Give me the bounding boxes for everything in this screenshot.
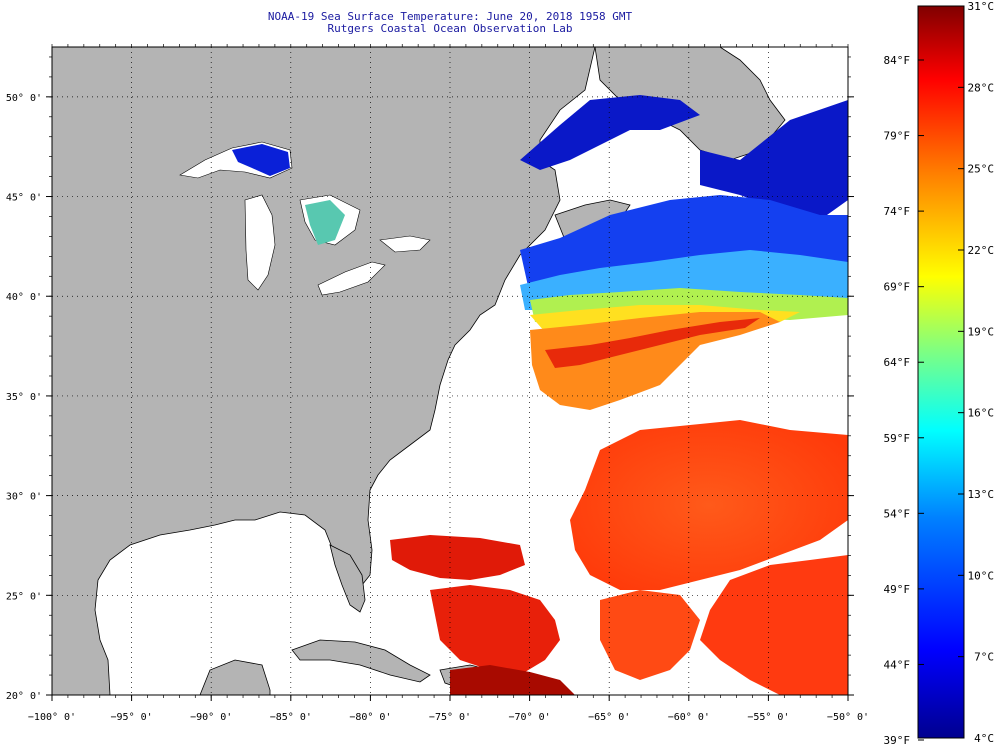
sst-gulf-stream-core	[545, 318, 760, 368]
lon-tick-label: −100° 0'	[28, 712, 76, 723]
colorbar-celsius-label: 7°C	[974, 651, 994, 664]
lat-tick-label: 50° 0'	[6, 93, 42, 104]
colorbar-fahrenheit-label: 74°F	[884, 205, 911, 218]
colorbar-celsius-label: 4°C	[974, 732, 994, 745]
land-yucatan	[199, 659, 271, 695]
map-subtitle: Rutgers Coastal Ocean Observation Lab	[327, 22, 573, 35]
lat-tick-label: 45° 0'	[6, 193, 42, 204]
colorbar-celsius-label: 25°C	[968, 163, 995, 176]
sst-labrador-sea	[700, 100, 848, 220]
lat-tick-label: 25° 0'	[6, 591, 42, 602]
colorbar-celsius-label: 28°C	[968, 81, 995, 94]
sst-bahamas	[390, 535, 525, 580]
land-cuba	[291, 639, 431, 683]
colorbar-fahrenheit-label: 49°F	[884, 583, 911, 596]
lat-tick-label: 20° 0'	[6, 691, 42, 702]
lake-erie	[317, 261, 386, 296]
latitude-labels: 20° 0' 25° 0' 30° 0' 35° 0' 40° 0' 45° 0' 50° …	[6, 93, 42, 702]
colorbar-fahrenheit-label: 44°F	[884, 658, 911, 671]
axis-ticks	[46, 44, 854, 701]
lon-tick-label: −55° 0'	[747, 712, 789, 723]
colorbar-fahrenheit-label: 69°F	[884, 281, 911, 294]
lon-tick-label: −70° 0'	[509, 712, 551, 723]
lon-tick-label: −50° 0'	[827, 712, 869, 723]
lon-tick-label: −65° 0'	[588, 712, 630, 723]
colorbar-fahrenheit-label: 59°F	[884, 432, 911, 445]
lake-michigan	[244, 194, 276, 291]
lon-tick-label: −95° 0'	[111, 712, 153, 723]
lat-tick-label: 35° 0'	[6, 392, 42, 403]
colorbar-celsius-label: 19°C	[968, 325, 995, 338]
sst-lake-superior	[232, 144, 290, 176]
colorbar-fahrenheit-label: 79°F	[884, 130, 911, 143]
sst-atlantic-central	[570, 420, 848, 590]
colorbar-celsius-label: 16°C	[968, 407, 995, 420]
sst-caribbean	[450, 665, 575, 695]
sst-st-lawrence	[520, 95, 700, 170]
lat-tick-label: 40° 0'	[6, 292, 42, 303]
lon-tick-label: −60° 0'	[668, 712, 710, 723]
longitude-labels: −100° 0' −95° 0' −90° 0' −85° 0' −80° 0' −75°…	[28, 712, 869, 723]
colorbar	[917, 5, 965, 739]
lon-tick-label: −85° 0'	[270, 712, 312, 723]
map-title: NOAA-19 Sea Surface Temperature: June 20…	[267, 10, 633, 23]
colorbar-labels: 31°C 28°C 25°C 22°C 19°C 16°C 13°C 10°C 7°C 4°C 84…	[884, 0, 995, 747]
land-north-america	[52, 47, 596, 695]
sst-lake-michigan-huron	[305, 200, 345, 245]
lon-tick-label: −80° 0'	[349, 712, 391, 723]
graticule	[52, 47, 848, 695]
colorbar-celsius-label: 10°C	[968, 569, 995, 582]
sst-bahamas-east	[430, 585, 560, 675]
lon-tick-label: −90° 0'	[190, 712, 232, 723]
sst-gulf-stream	[530, 312, 780, 410]
colorbar-celsius-label: 31°C	[968, 0, 995, 13]
colorbar-fahrenheit-label: 64°F	[884, 356, 911, 369]
lake-ontario	[379, 235, 431, 253]
colorbar-fahrenheit-label: 84°F	[884, 54, 911, 67]
colorbar-fahrenheit-label: 54°F	[884, 507, 911, 520]
land-florida	[329, 544, 366, 613]
sst-atlantic-mid-south	[600, 590, 700, 680]
lat-tick-label: 30° 0'	[6, 492, 42, 503]
colorbar-celsius-label: 22°C	[968, 244, 995, 257]
sst-atlantic-south	[700, 555, 848, 695]
colorbar-celsius-label: 13°C	[968, 488, 995, 501]
colorbar-fahrenheit-label: 39°F	[884, 734, 911, 747]
lon-tick-label: −75° 0'	[429, 712, 471, 723]
